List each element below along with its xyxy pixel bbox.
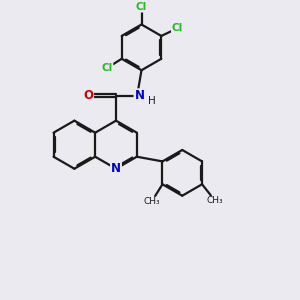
Text: H: H bbox=[148, 96, 156, 106]
Text: N: N bbox=[134, 89, 145, 102]
Text: CH₃: CH₃ bbox=[143, 197, 160, 206]
Text: Cl: Cl bbox=[172, 23, 183, 33]
Text: CH₃: CH₃ bbox=[207, 196, 224, 206]
Text: Cl: Cl bbox=[136, 2, 147, 12]
Text: N: N bbox=[111, 162, 121, 175]
Text: Cl: Cl bbox=[101, 63, 112, 73]
Text: O: O bbox=[83, 89, 93, 102]
